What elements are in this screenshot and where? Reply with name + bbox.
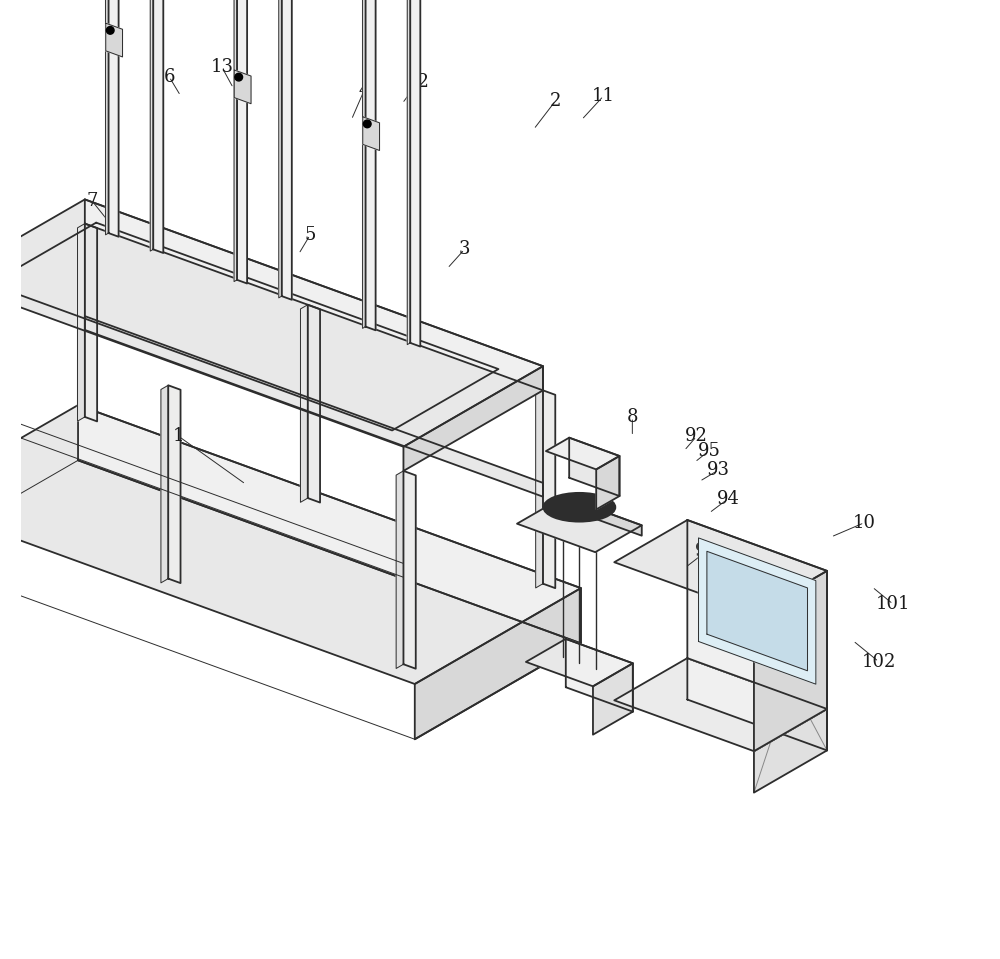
Text: 6: 6 <box>163 68 175 85</box>
Text: 11: 11 <box>592 87 615 105</box>
Polygon shape <box>282 0 292 300</box>
Text: 7: 7 <box>87 193 98 210</box>
Polygon shape <box>0 199 543 447</box>
Text: 102: 102 <box>862 653 896 670</box>
Polygon shape <box>543 390 555 588</box>
Polygon shape <box>596 456 619 509</box>
Text: 2: 2 <box>550 92 561 109</box>
Polygon shape <box>150 0 153 251</box>
Polygon shape <box>546 437 619 469</box>
Polygon shape <box>161 386 168 583</box>
Polygon shape <box>687 658 827 750</box>
Text: 93: 93 <box>707 461 730 479</box>
Polygon shape <box>536 390 543 588</box>
Polygon shape <box>308 305 320 503</box>
Polygon shape <box>106 0 109 235</box>
Polygon shape <box>78 405 581 643</box>
Circle shape <box>235 73 243 81</box>
Polygon shape <box>593 664 633 735</box>
Text: 101: 101 <box>876 596 910 613</box>
Polygon shape <box>168 386 181 583</box>
Polygon shape <box>0 222 498 431</box>
Polygon shape <box>403 471 416 668</box>
Polygon shape <box>566 639 633 712</box>
Text: 12: 12 <box>407 73 430 90</box>
Polygon shape <box>363 0 366 328</box>
Polygon shape <box>403 366 543 471</box>
Polygon shape <box>366 0 376 330</box>
Polygon shape <box>78 223 85 421</box>
Polygon shape <box>85 223 97 421</box>
Polygon shape <box>569 437 619 496</box>
Polygon shape <box>517 497 642 552</box>
Text: 8: 8 <box>627 409 638 426</box>
Text: 92: 92 <box>685 428 708 445</box>
Polygon shape <box>754 709 827 792</box>
Polygon shape <box>410 0 420 346</box>
Polygon shape <box>687 520 827 709</box>
Text: 10: 10 <box>853 514 876 531</box>
Polygon shape <box>237 0 247 284</box>
Text: 1: 1 <box>173 428 184 445</box>
Polygon shape <box>526 639 633 687</box>
Ellipse shape <box>543 493 615 522</box>
Polygon shape <box>363 117 380 151</box>
Polygon shape <box>564 497 642 536</box>
Polygon shape <box>109 0 119 237</box>
Circle shape <box>363 120 371 128</box>
Polygon shape <box>707 551 807 670</box>
Polygon shape <box>85 316 543 497</box>
Text: 13: 13 <box>210 58 233 76</box>
Polygon shape <box>614 520 827 613</box>
Polygon shape <box>407 0 410 344</box>
Polygon shape <box>754 571 827 751</box>
Polygon shape <box>85 199 543 390</box>
Polygon shape <box>153 0 163 253</box>
Text: 3: 3 <box>459 241 470 258</box>
Circle shape <box>106 27 114 35</box>
Text: 91: 91 <box>695 543 718 560</box>
Polygon shape <box>415 588 581 739</box>
Polygon shape <box>396 471 403 668</box>
Text: 94: 94 <box>717 490 740 507</box>
Text: 5: 5 <box>304 226 316 244</box>
Polygon shape <box>234 70 251 104</box>
Polygon shape <box>106 23 123 57</box>
Polygon shape <box>699 538 816 684</box>
Text: 95: 95 <box>698 442 720 459</box>
Polygon shape <box>0 405 581 684</box>
Text: 4: 4 <box>358 82 370 100</box>
Polygon shape <box>300 305 308 503</box>
Polygon shape <box>614 658 827 751</box>
Polygon shape <box>234 0 237 282</box>
Polygon shape <box>279 0 282 298</box>
